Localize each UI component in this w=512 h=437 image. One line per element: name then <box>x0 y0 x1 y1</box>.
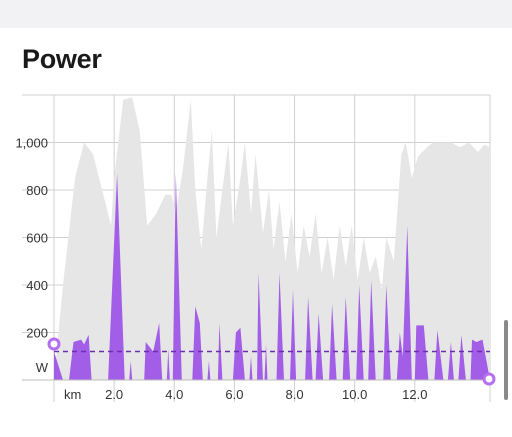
x-axis-unit-label: km <box>64 387 81 402</box>
range-end-handle[interactable] <box>482 372 496 386</box>
y-axis-unit-label: W <box>36 360 49 375</box>
x-tick-label-0: 2.0 <box>105 387 123 402</box>
y-tick-label-3: 800 <box>26 183 48 198</box>
page-title: Power <box>22 44 102 74</box>
background-area-series <box>54 97 490 381</box>
y-tick-labels: 200 400 600 800 1,000 W <box>15 136 48 376</box>
y-tick-label-0: 200 <box>26 326 48 341</box>
range-markers <box>47 337 496 386</box>
x-tick-label-4: 10.0 <box>342 387 367 402</box>
x-tick-label-2: 6.0 <box>225 387 243 402</box>
y-tick-label-4: 1,000 <box>15 136 48 151</box>
x-tick-label-1: 4.0 <box>165 387 183 402</box>
y-tick-label-2: 600 <box>26 231 48 246</box>
background-area <box>54 97 490 381</box>
range-start-handle[interactable] <box>47 337 61 351</box>
x-tick-label-5: 12.0 <box>402 387 427 402</box>
scrollbar[interactable] <box>504 320 508 400</box>
top-band <box>0 0 512 28</box>
x-tick-label-3: 8.0 <box>286 387 304 402</box>
y-tick-label-1: 400 <box>26 278 48 293</box>
x-tick-labels: km 2.0 4.0 6.0 8.0 10.0 12.0 <box>64 387 427 402</box>
